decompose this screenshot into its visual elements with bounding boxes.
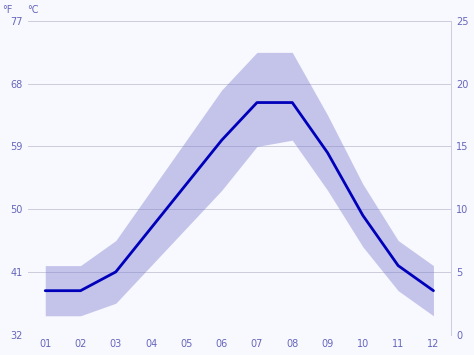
Text: °F: °F [2, 5, 13, 15]
Text: °C: °C [27, 5, 39, 15]
